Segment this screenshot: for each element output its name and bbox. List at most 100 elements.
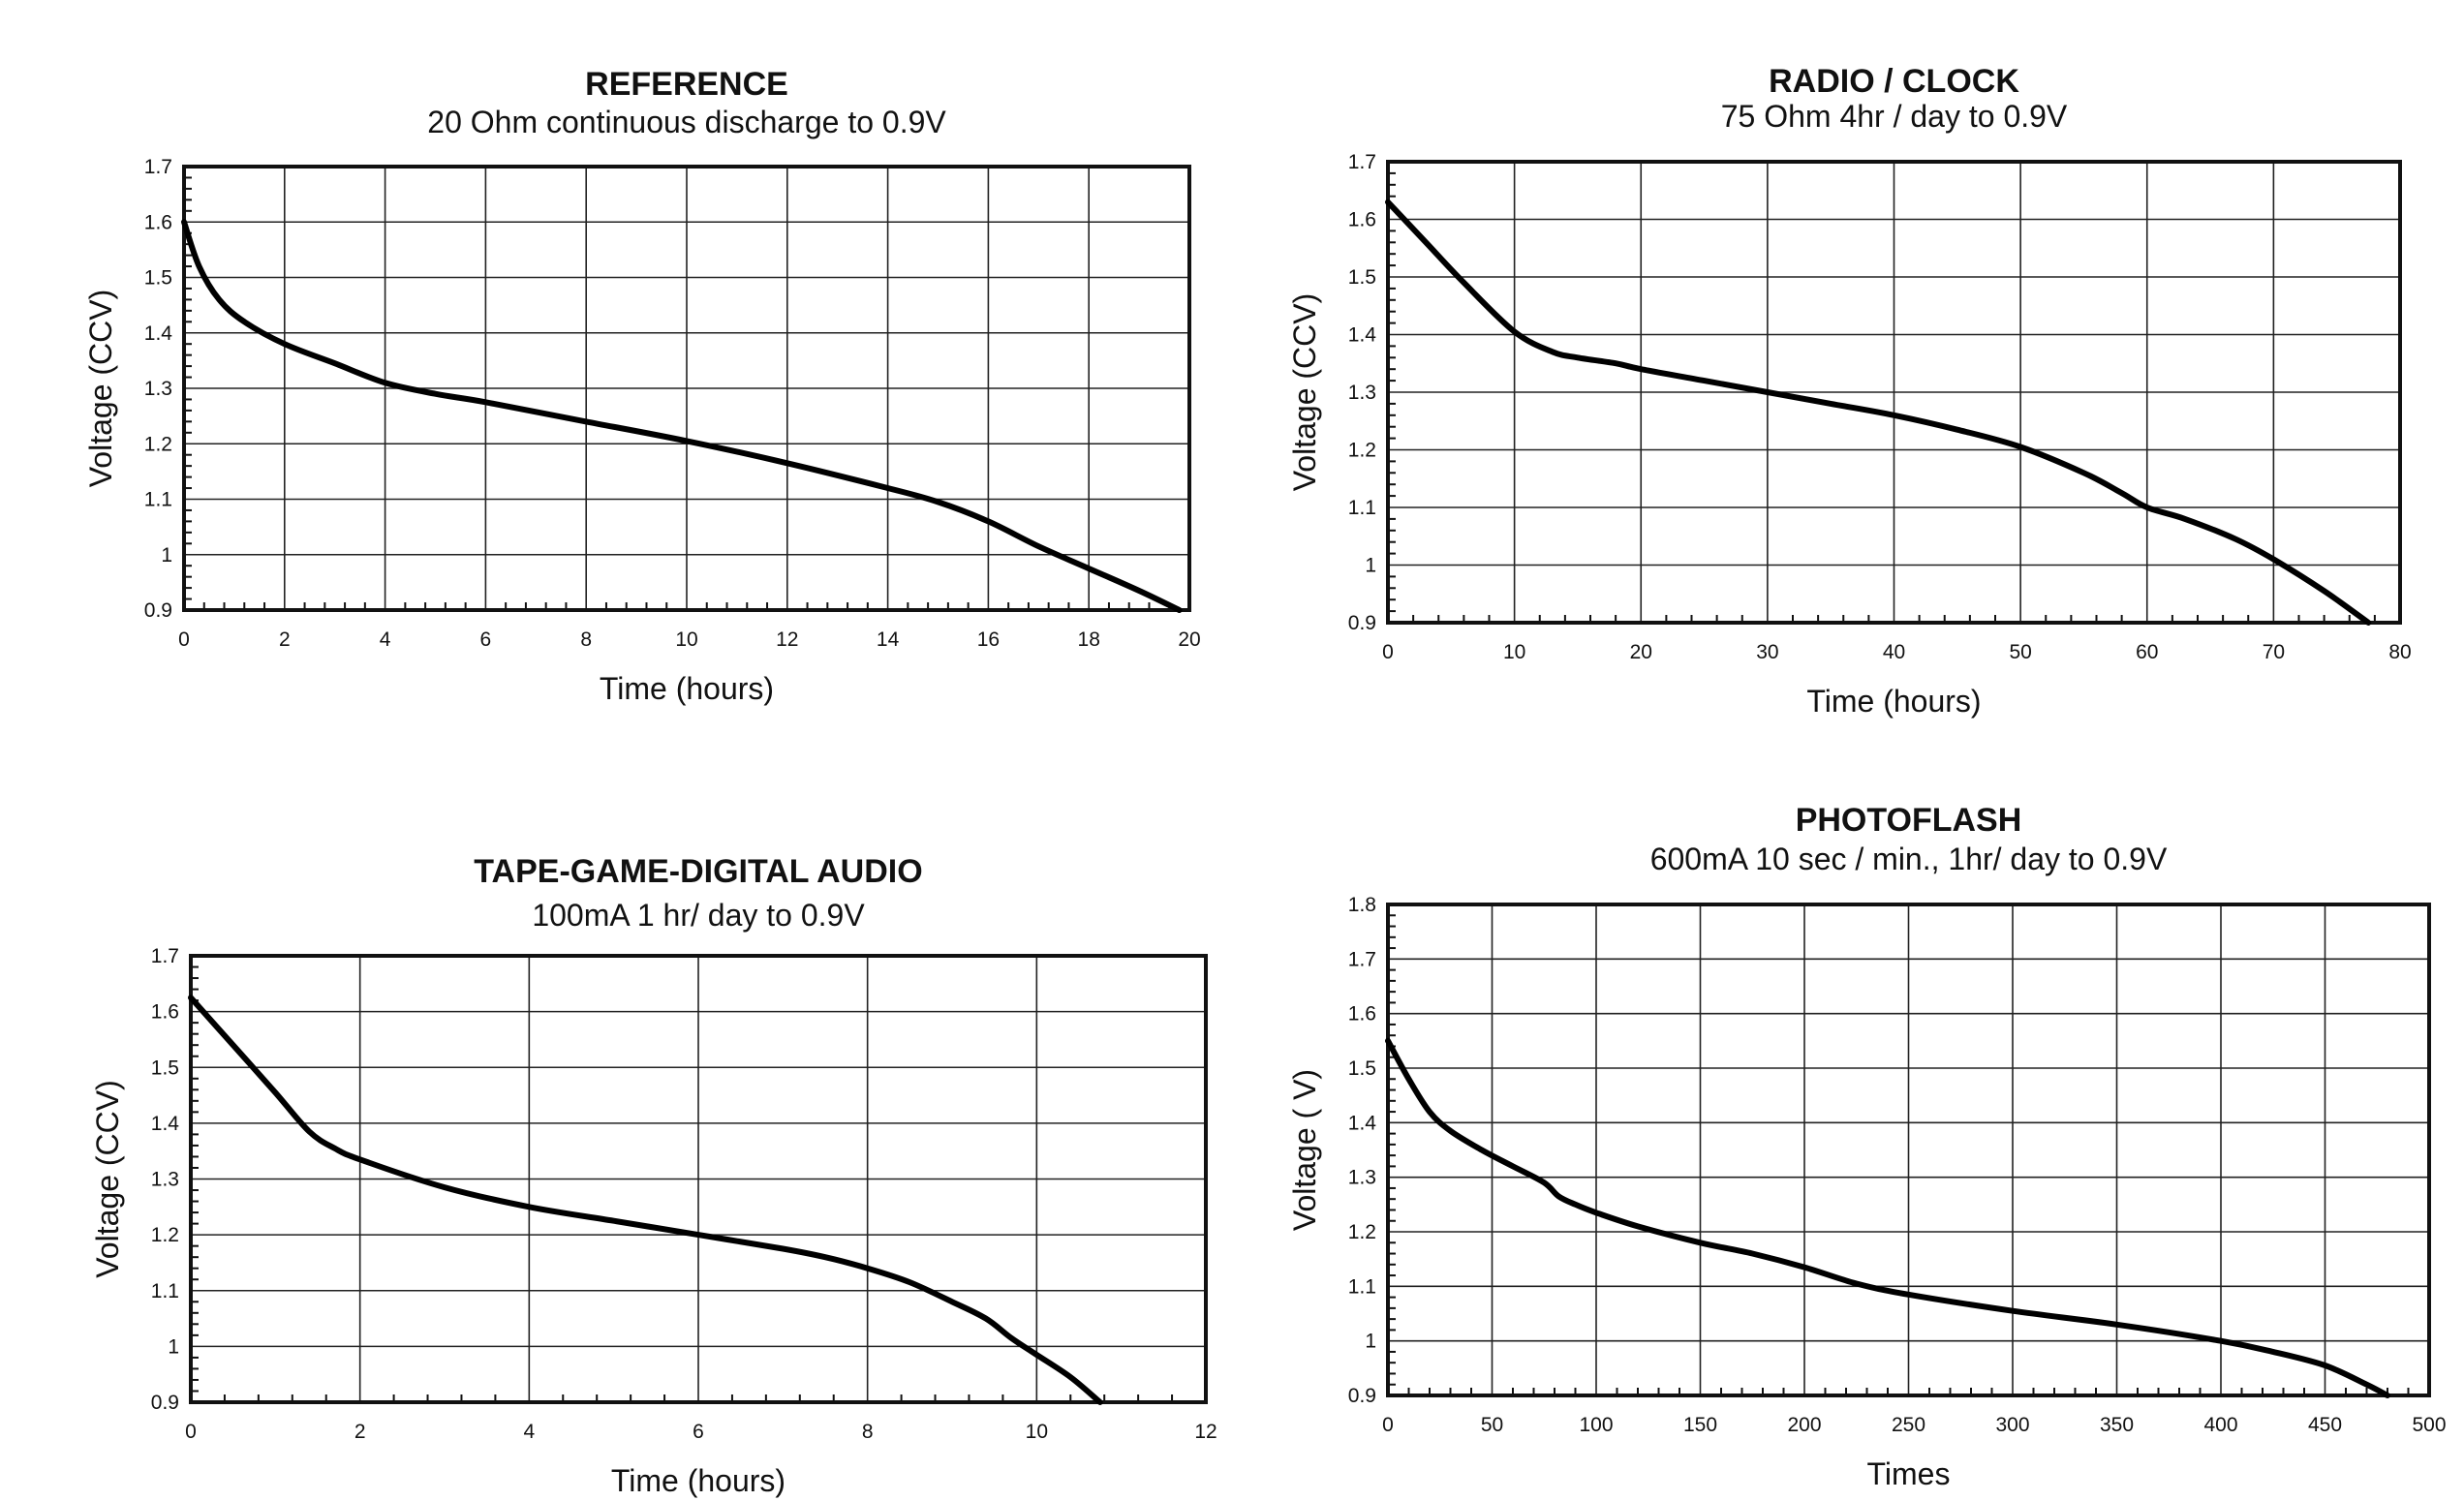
discharge-curve bbox=[181, 219, 1183, 613]
x-tick-label: 450 bbox=[2308, 1414, 2342, 1436]
x-tick-label: 70 bbox=[2263, 641, 2285, 663]
chart-subtitle: 75 Ohm 4hr / day to 0.9V bbox=[1721, 99, 2068, 134]
chart-title: RADIO / CLOCK bbox=[1769, 63, 2019, 100]
x-tick-label: 0 bbox=[178, 628, 190, 651]
y-tick-label: 1.1 bbox=[1348, 497, 1376, 519]
y-tick-label: 1.4 bbox=[1348, 1112, 1377, 1134]
minor-ticks bbox=[184, 176, 1171, 610]
y-tick-label: 1.2 bbox=[144, 433, 172, 455]
discharge-curve bbox=[1385, 199, 2372, 626]
x-tick-label: 2 bbox=[354, 1421, 366, 1443]
minor-ticks bbox=[191, 965, 1174, 1402]
plot-frame bbox=[1386, 903, 2431, 1397]
y-tick-label: 1.6 bbox=[144, 211, 172, 233]
grid bbox=[184, 167, 1189, 610]
x-tick-label: 14 bbox=[877, 628, 900, 651]
y-tick-label: 1.5 bbox=[1348, 1057, 1376, 1080]
minor-ticks bbox=[1388, 914, 2410, 1395]
y-tick-label: 1 bbox=[1365, 1331, 1376, 1353]
y-tick-label: 1 bbox=[168, 1335, 179, 1358]
plot-frame bbox=[182, 165, 1191, 612]
grid bbox=[1388, 162, 2400, 623]
y-tick-label: 0.9 bbox=[1348, 612, 1376, 634]
y-tick-label: 1.1 bbox=[151, 1280, 179, 1302]
x-tick-label: 200 bbox=[1787, 1414, 1821, 1436]
x-tick-label: 12 bbox=[776, 628, 798, 651]
y-tick-label: 1 bbox=[1365, 555, 1376, 577]
y-tick-label: 1.3 bbox=[1348, 1167, 1376, 1189]
discharge-curve bbox=[188, 995, 1103, 1405]
x-tick-label: 500 bbox=[2412, 1414, 2446, 1436]
x-tick-label: 350 bbox=[2100, 1414, 2134, 1436]
y-tick-label: 1.2 bbox=[1348, 1221, 1376, 1243]
y-tick-label: 1.1 bbox=[1348, 1275, 1376, 1298]
x-tick-label: 0 bbox=[1382, 1414, 1394, 1436]
x-axis-label: Time (hours) bbox=[611, 1463, 785, 1498]
chart-3: TAPE-GAME-DIGITAL AUDIO 100mA 1 hr/ day t… bbox=[90, 853, 1217, 1498]
y-tick-label: 1.8 bbox=[1348, 894, 1376, 916]
x-tick-label: 100 bbox=[1579, 1414, 1613, 1436]
minor-ticks bbox=[1388, 171, 2376, 623]
y-tick-label: 1.7 bbox=[144, 156, 172, 178]
x-tick-label: 40 bbox=[1883, 641, 1905, 663]
y-tick-label: 1.5 bbox=[144, 267, 172, 290]
x-tick-label: 150 bbox=[1683, 1414, 1717, 1436]
x-tick-label: 20 bbox=[1630, 641, 1652, 663]
x-tick-label: 300 bbox=[1995, 1414, 2029, 1436]
x-tick-label: 16 bbox=[977, 628, 1000, 651]
grid bbox=[191, 956, 1206, 1402]
x-tick-label: 10 bbox=[1026, 1421, 1048, 1443]
x-tick-label: 0 bbox=[1382, 641, 1394, 663]
discharge-curve bbox=[1385, 1037, 2390, 1398]
x-tick-label: 50 bbox=[2009, 641, 2031, 663]
plot-frame bbox=[189, 954, 1208, 1404]
x-tick-label: 2 bbox=[279, 628, 291, 651]
x-tick-label: 20 bbox=[1178, 628, 1200, 651]
y-axis-label: Voltage (CCV) bbox=[1287, 293, 1322, 492]
x-tick-label: 10 bbox=[1503, 641, 1525, 663]
y-tick-label: 1 bbox=[161, 544, 172, 567]
y-tick-label: 0.9 bbox=[1348, 1385, 1376, 1407]
chart-subtitle: 600mA 10 sec / min., 1hr/ day to 0.9V bbox=[1650, 842, 2168, 876]
y-tick-label: 1.6 bbox=[1348, 209, 1376, 231]
y-tick-label: 1.6 bbox=[1348, 1003, 1376, 1026]
y-tick-label: 1.4 bbox=[1348, 324, 1377, 347]
grid bbox=[1388, 904, 2429, 1395]
y-axis-label: Voltage (CCV) bbox=[90, 1080, 125, 1278]
y-axis-label: Voltage (CCV) bbox=[83, 290, 118, 488]
x-axis-label: Time (hours) bbox=[1806, 684, 1981, 719]
x-tick-label: 12 bbox=[1194, 1421, 1217, 1443]
y-tick-label: 1.5 bbox=[151, 1057, 179, 1079]
y-tick-label: 1.2 bbox=[1348, 440, 1376, 462]
chart-title: REFERENCE bbox=[585, 66, 788, 103]
x-axis-label: Time (hours) bbox=[600, 671, 774, 706]
y-tick-label: 1.3 bbox=[144, 378, 172, 400]
x-axis-label: Times bbox=[1867, 1456, 1951, 1491]
x-tick-label: 80 bbox=[2388, 641, 2411, 663]
x-tick-label: 30 bbox=[1756, 641, 1778, 663]
y-tick-label: 0.9 bbox=[151, 1392, 179, 1414]
y-tick-label: 1.3 bbox=[1348, 382, 1376, 404]
y-tick-label: 1.4 bbox=[151, 1113, 180, 1135]
x-tick-label: 400 bbox=[2203, 1414, 2237, 1436]
chart-subtitle: 20 Ohm continuous discharge to 0.9V bbox=[427, 105, 946, 139]
y-tick-label: 1.7 bbox=[1348, 151, 1376, 173]
chart-subtitle: 100mA 1 hr/ day to 0.9V bbox=[532, 898, 865, 933]
x-tick-label: 8 bbox=[862, 1421, 874, 1443]
x-tick-label: 6 bbox=[693, 1421, 704, 1443]
x-tick-label: 10 bbox=[675, 628, 697, 651]
chart-title: PHOTOFLASH bbox=[1796, 802, 2022, 839]
x-tick-label: 60 bbox=[2136, 641, 2158, 663]
chart-title: TAPE-GAME-DIGITAL AUDIO bbox=[474, 853, 922, 890]
y-tick-label: 1.4 bbox=[144, 322, 173, 345]
y-tick-label: 1.2 bbox=[151, 1224, 179, 1246]
y-tick-label: 1.6 bbox=[151, 1001, 179, 1024]
x-tick-label: 4 bbox=[523, 1421, 535, 1443]
y-tick-label: 1.1 bbox=[144, 489, 172, 511]
x-tick-label: 6 bbox=[480, 628, 492, 651]
y-tick-label: 1.3 bbox=[151, 1169, 179, 1191]
